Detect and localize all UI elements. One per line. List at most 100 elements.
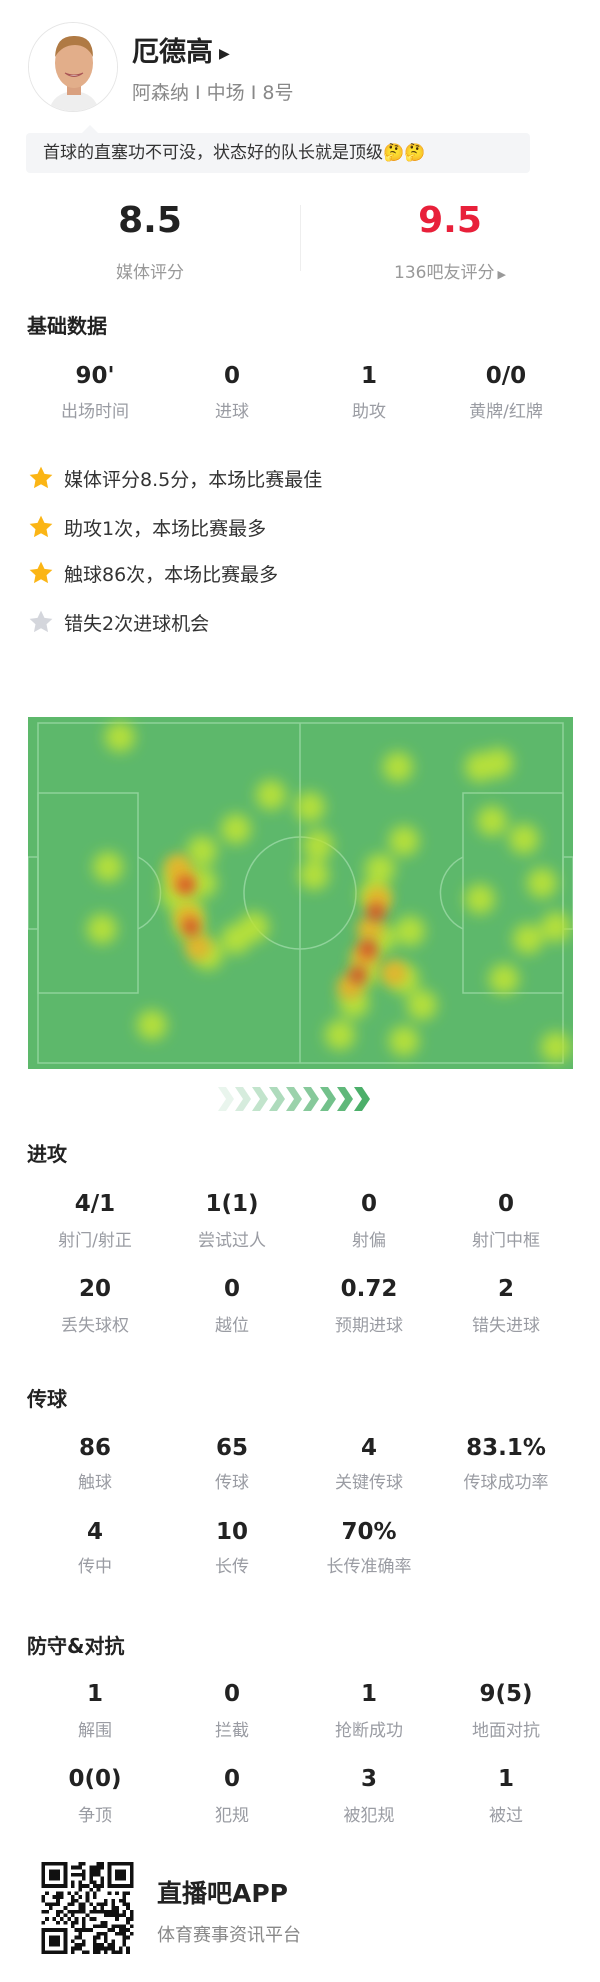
stat-value: 1 <box>497 1766 514 1792</box>
heatmap-pitch <box>28 717 573 1069</box>
heat-spot <box>105 722 135 752</box>
heat-spot <box>407 990 437 1020</box>
chevron-right-icon <box>337 1087 353 1111</box>
stat-value: 4 <box>86 1519 103 1545</box>
stat-label: 长传准确率 <box>326 1557 412 1577</box>
stat-value: 9(5) <box>479 1681 533 1707</box>
heat-spot <box>295 792 325 822</box>
heat-spot <box>256 780 286 810</box>
app-name: 直播吧APP <box>157 1879 288 1908</box>
heat-spot <box>349 966 367 984</box>
stat-value: 0.72 <box>340 1276 398 1302</box>
player-name[interactable]: 厄德高 ▶ <box>132 37 230 68</box>
heat-spot <box>359 940 377 958</box>
heat-spot <box>483 748 513 778</box>
highlight-text: 媒体评分8.5分，本场比赛最佳 <box>64 468 323 491</box>
highlight-text: 错失2次进球机会 <box>64 612 210 635</box>
fan-rating-link[interactable]: 136吧友评分 ▶ <box>394 263 506 283</box>
stat-value: 0 <box>223 1681 240 1707</box>
app-tagline: 体育赛事资讯平台 <box>157 1925 301 1946</box>
heat-spot <box>477 806 507 836</box>
chevron-right-icon <box>269 1087 285 1111</box>
highlight-item: 媒体评分8.5分，本场比赛最佳 <box>28 464 322 492</box>
stat-value: 0 <box>223 1276 240 1302</box>
stat-label: 被犯规 <box>343 1806 395 1826</box>
heat-spot <box>489 964 519 994</box>
stat-value: 70% <box>341 1519 397 1545</box>
stat-value: 90' <box>75 363 115 389</box>
stat-label: 触球 <box>78 1473 112 1493</box>
chevron-right-icon <box>354 1087 370 1111</box>
stat-value: 0(0) <box>68 1766 122 1792</box>
chevron-right-icon <box>252 1087 268 1111</box>
stat-value: 86 <box>78 1435 111 1461</box>
heat-spot <box>221 814 251 844</box>
section-title-basic: 基础数据 <box>27 314 107 338</box>
section-title-attack: 进攻 <box>27 1142 67 1166</box>
stat-value: 2 <box>497 1276 514 1302</box>
stat-label: 出场时间 <box>61 402 129 422</box>
heat-spot <box>93 852 123 882</box>
stat-value: 1 <box>360 1681 377 1707</box>
heat-spot <box>389 826 419 856</box>
stat-value: 1 <box>86 1681 103 1707</box>
attack-direction-arrows <box>218 1087 370 1111</box>
stat-label: 传球成功率 <box>463 1473 549 1493</box>
heat-spot <box>187 836 217 866</box>
stat-label: 传中 <box>78 1557 112 1577</box>
stat-value: 0 <box>360 1191 377 1217</box>
stat-label: 错失进球 <box>472 1316 540 1336</box>
chevron-right-icon <box>303 1087 319 1111</box>
heat-spot <box>541 1032 571 1062</box>
stat-value: 65 <box>215 1435 248 1461</box>
heat-spot <box>187 868 217 898</box>
stat-value: 4/1 <box>74 1191 116 1217</box>
stat-value: 0/0 <box>485 363 527 389</box>
heat-spot <box>367 903 385 921</box>
star-gold-icon <box>29 561 53 584</box>
stat-value: 0 <box>223 363 240 389</box>
qr-code[interactable] <box>41 1862 134 1954</box>
stat-label: 解围 <box>78 1721 112 1741</box>
heat-spot <box>465 884 495 914</box>
stat-label: 抢断成功 <box>335 1721 403 1741</box>
stat-label: 助攻 <box>352 402 386 422</box>
star-gray-icon <box>29 610 53 633</box>
section-title-defense: 防守&对抗 <box>27 1634 125 1658</box>
heat-spot <box>509 824 539 854</box>
heat-spot <box>137 1010 167 1040</box>
stat-label: 丢失球权 <box>61 1316 129 1336</box>
stat-label: 犯规 <box>215 1806 249 1826</box>
heat-spot <box>357 916 383 942</box>
fan-rating-value: 9.5 <box>418 200 482 241</box>
heat-spot <box>299 860 329 890</box>
stat-label: 越位 <box>215 1316 249 1336</box>
heat-spot <box>177 876 195 894</box>
highlight-item: 触球86次，本场比赛最多 <box>28 559 278 587</box>
stat-label: 拦截 <box>215 1721 249 1741</box>
stat-label: 射偏 <box>352 1231 386 1251</box>
stat-label: 地面对抗 <box>472 1721 540 1741</box>
media-rating-value: 8.5 <box>118 200 182 241</box>
caret-right-icon: ▶ <box>219 45 230 62</box>
media-rating-label: 媒体评分 <box>116 263 184 283</box>
player-avatar[interactable] <box>28 22 118 112</box>
comment-bubble: 首球的直塞功不可没，状态好的队长就是顶级🤔🤔 <box>26 125 530 173</box>
heat-spot <box>381 960 407 986</box>
section-title-passing: 传球 <box>27 1387 67 1411</box>
highlight-item: 助攻1次，本场比赛最多 <box>28 513 266 541</box>
stat-value: 10 <box>215 1519 248 1545</box>
heat-spot <box>365 854 395 884</box>
stat-label: 射门中框 <box>472 1231 540 1251</box>
heat-spot <box>165 854 191 880</box>
heat-spot <box>182 918 200 936</box>
heat-spot <box>303 830 333 860</box>
star-gold-icon <box>29 515 53 538</box>
heat-spot <box>541 912 571 942</box>
stat-value: 0 <box>223 1766 240 1792</box>
stat-label: 预期进球 <box>335 1316 403 1336</box>
heat-spot <box>395 916 425 946</box>
chevron-right-icon <box>218 1087 234 1111</box>
stat-label: 尝试过人 <box>198 1231 266 1251</box>
caret-right-icon: ▶ <box>497 268 506 281</box>
